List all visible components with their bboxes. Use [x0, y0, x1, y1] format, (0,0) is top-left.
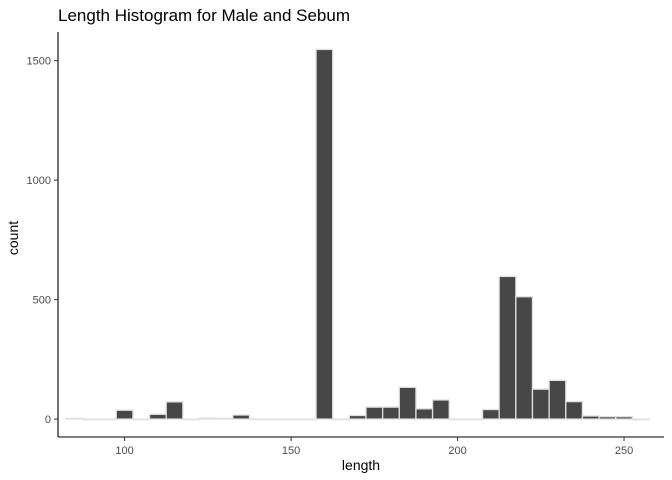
histogram-bar-8 — [198, 417, 217, 420]
histogram-bar-30 — [565, 400, 584, 420]
histogram-bar-14 — [298, 418, 317, 421]
histogram-bar-23 — [448, 418, 467, 421]
histogram-bar-6 — [165, 401, 184, 420]
histogram-bar-1 — [82, 418, 101, 421]
y-tick-label-2: 1000 — [27, 175, 51, 187]
histogram-bar-2 — [98, 418, 117, 421]
histogram-bar-5 — [148, 413, 167, 420]
x-axis-ticks: 100 150 200 250 — [115, 437, 633, 457]
histogram-bar-0 — [65, 417, 84, 420]
histogram-bar-26 — [498, 275, 517, 420]
x-tick-label-3: 250 — [615, 445, 633, 457]
histogram-bar-33 — [615, 416, 634, 420]
histogram-bar-11 — [248, 418, 267, 421]
histogram-bar-20 — [398, 386, 417, 420]
chart-title: Length Histogram for Male and Sebum — [58, 6, 350, 25]
histogram-bar-32 — [598, 416, 617, 420]
histogram-bar-34 — [631, 418, 650, 421]
y-tick-label-0: 0 — [45, 414, 51, 426]
histogram-bar-13 — [282, 418, 301, 421]
histogram-bar-15 — [315, 48, 334, 420]
histogram-bar-16 — [332, 418, 350, 421]
histogram-bar-12 — [265, 418, 284, 421]
histogram-bar-4 — [132, 418, 151, 421]
x-axis-title: length — [342, 457, 380, 473]
x-tick-label-2: 200 — [448, 445, 466, 457]
histogram-bar-22 — [431, 399, 450, 420]
y-axis-ticks: 0 500 1000 1500 — [27, 56, 58, 426]
histogram-bar-7 — [182, 418, 201, 421]
y-tick-label-1: 500 — [33, 295, 51, 307]
histogram-bar-18 — [365, 406, 384, 420]
histogram-bar-10 — [232, 414, 251, 420]
histogram-bar-21 — [415, 408, 434, 420]
histogram-bar-3 — [115, 409, 134, 420]
histogram-bar-29 — [548, 379, 567, 420]
histogram-bar-19 — [381, 406, 400, 420]
histogram-bar-25 — [481, 408, 500, 420]
histogram-bar-9 — [215, 417, 234, 420]
x-tick-label-0: 100 — [115, 445, 133, 457]
x-tick-label-1: 150 — [282, 445, 300, 457]
histogram-bar-24 — [465, 418, 484, 421]
histogram-bar-28 — [531, 388, 550, 420]
y-tick-label-3: 1500 — [27, 56, 51, 68]
bars-group — [65, 48, 650, 421]
histogram-bar-27 — [515, 296, 534, 420]
histogram-bar-17 — [348, 414, 367, 420]
y-axis-title: count — [5, 221, 21, 255]
histogram-bar-31 — [581, 415, 600, 420]
